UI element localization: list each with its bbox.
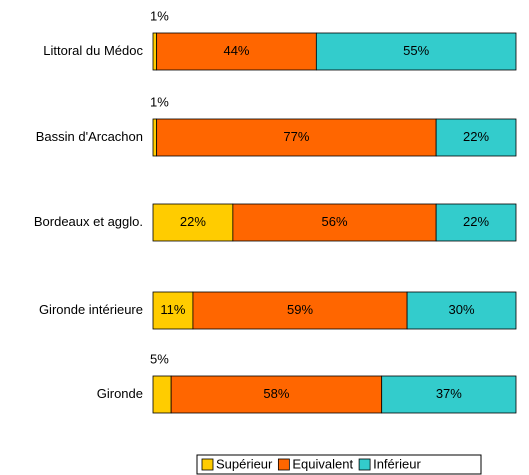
value-label: 11% [160,302,185,317]
legend-swatch [358,458,371,471]
value-label: 59% [287,302,313,317]
category-label: Bassin d'Arcachon [36,129,143,144]
bar-segment [232,203,437,242]
legend-swatch [277,458,290,471]
bar-segment [152,118,158,157]
bar-segment [152,375,172,414]
bar-segment [435,203,517,242]
value-label: 37% [436,386,462,401]
category-label: Bordeaux et agglo. [34,214,143,229]
value-label: 1% [150,94,169,109]
bar-segment [381,375,517,414]
category-label: Gironde intérieure [39,302,143,317]
value-label: 56% [321,214,347,229]
value-label: 30% [449,302,475,317]
bar-segment [315,32,517,71]
value-label: 1% [150,8,169,23]
category-label: Gironde [97,386,143,401]
bar-segment [152,203,234,242]
bar-segment [156,32,317,71]
legend-label: Inférieur [373,456,421,471]
bar-segment [152,32,158,71]
category-label: Littoral du Médoc [43,43,143,58]
bar-segment [435,118,517,157]
legend-swatch [201,458,214,471]
value-label: 5% [150,351,169,366]
legend-box [196,454,482,475]
bar-segment [406,291,517,330]
bar-segment [156,118,437,157]
value-label: 77% [283,129,309,144]
value-label: 22% [463,129,489,144]
value-label: 55% [403,43,429,58]
value-label: 44% [223,43,249,58]
legend-label: Supérieur [216,456,273,471]
bar-segment [192,291,408,330]
bar-segment [152,291,194,330]
value-label: 22% [463,214,489,229]
value-label: 22% [180,214,206,229]
value-label: 58% [263,386,289,401]
legend-label: Equivalent [292,456,353,471]
